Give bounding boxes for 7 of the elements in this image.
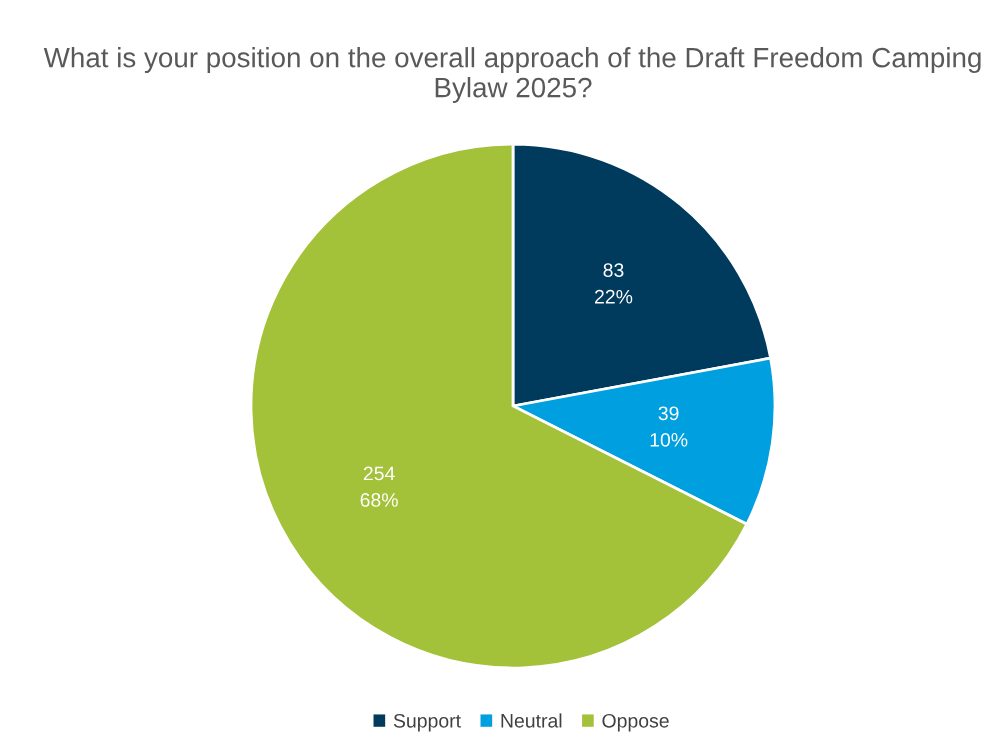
data-label: 83 22% [595, 263, 633, 304]
legend-label: Support [393, 713, 461, 732]
data-label: 39 10% [650, 406, 688, 447]
chart-title: What is your position on the overall approach of the Draft Freedom Camping Bylaw 2025? [43, 47, 981, 103]
data-label: 254 68% [360, 466, 398, 507]
legend-label: Oppose [602, 713, 669, 732]
legend-label: Neutral [501, 713, 562, 728]
